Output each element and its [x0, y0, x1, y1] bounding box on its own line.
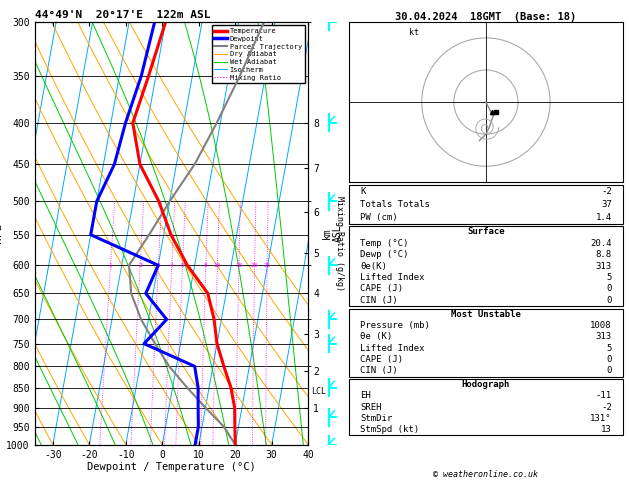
Text: Temp (°C): Temp (°C) [360, 239, 408, 248]
Y-axis label: km
ASL: km ASL [321, 225, 343, 242]
Text: PW (cm): PW (cm) [360, 212, 398, 222]
Text: 131°: 131° [590, 414, 612, 423]
Text: 0: 0 [606, 355, 612, 364]
Text: -2: -2 [601, 402, 612, 412]
Text: K: K [360, 187, 365, 196]
Text: CIN (J): CIN (J) [360, 366, 398, 376]
Text: Dewp (°C): Dewp (°C) [360, 250, 408, 259]
Text: CAPE (J): CAPE (J) [360, 355, 403, 364]
Text: θe(K): θe(K) [360, 261, 387, 271]
Text: 37: 37 [601, 200, 612, 208]
Text: 2: 2 [138, 263, 142, 268]
Text: StmSpd (kt): StmSpd (kt) [360, 425, 419, 434]
Text: kt: kt [409, 28, 419, 37]
Text: 313: 313 [596, 332, 612, 342]
Text: Lifted Index: Lifted Index [360, 344, 425, 353]
Text: 0: 0 [606, 296, 612, 305]
Legend: Temperature, Dewpoint, Parcel Trajectory, Dry Adiabat, Wet Adiabat, Isotherm, Mi: Temperature, Dewpoint, Parcel Trajectory… [211, 25, 304, 83]
Text: Surface: Surface [467, 227, 504, 236]
Text: EH: EH [360, 391, 370, 400]
X-axis label: Dewpoint / Temperature (°C): Dewpoint / Temperature (°C) [87, 462, 256, 472]
Text: 20: 20 [251, 263, 259, 268]
Text: 10: 10 [214, 263, 221, 268]
Text: 1: 1 [109, 263, 113, 268]
Text: StmDir: StmDir [360, 414, 392, 423]
Text: -11: -11 [596, 391, 612, 400]
Text: 44°49'N  20°17'E  122m ASL: 44°49'N 20°17'E 122m ASL [35, 10, 210, 20]
Text: Pressure (mb): Pressure (mb) [360, 321, 430, 330]
Text: 20.4: 20.4 [590, 239, 612, 248]
Text: 25: 25 [264, 263, 271, 268]
Text: Most Unstable: Most Unstable [451, 310, 521, 319]
Text: 5: 5 [181, 263, 184, 268]
Text: 1008: 1008 [590, 321, 612, 330]
Text: © weatheronline.co.uk: © weatheronline.co.uk [433, 469, 538, 479]
Text: 4: 4 [170, 263, 174, 268]
Text: CIN (J): CIN (J) [360, 296, 398, 305]
Text: 3: 3 [157, 263, 160, 268]
Text: 8.8: 8.8 [596, 250, 612, 259]
Text: 5: 5 [606, 273, 612, 282]
Text: 8: 8 [204, 263, 208, 268]
Text: Totals Totals: Totals Totals [360, 200, 430, 208]
Text: 313: 313 [596, 261, 612, 271]
Text: -2: -2 [601, 187, 612, 196]
Text: 15: 15 [235, 263, 243, 268]
Text: LCL: LCL [311, 387, 326, 396]
Y-axis label: hPa: hPa [0, 223, 3, 243]
Text: SREH: SREH [360, 402, 382, 412]
Text: 30.04.2024  18GMT  (Base: 18): 30.04.2024 18GMT (Base: 18) [395, 12, 577, 22]
Text: 5: 5 [606, 344, 612, 353]
Text: Hodograph: Hodograph [462, 380, 510, 389]
Text: Lifted Index: Lifted Index [360, 273, 425, 282]
Text: 13: 13 [601, 425, 612, 434]
Text: 0: 0 [606, 366, 612, 376]
Text: 1.4: 1.4 [596, 212, 612, 222]
Text: 0: 0 [606, 284, 612, 294]
Text: Mixing Ratio (g/kg): Mixing Ratio (g/kg) [335, 195, 344, 291]
Text: θe (K): θe (K) [360, 332, 392, 342]
Text: CAPE (J): CAPE (J) [360, 284, 403, 294]
